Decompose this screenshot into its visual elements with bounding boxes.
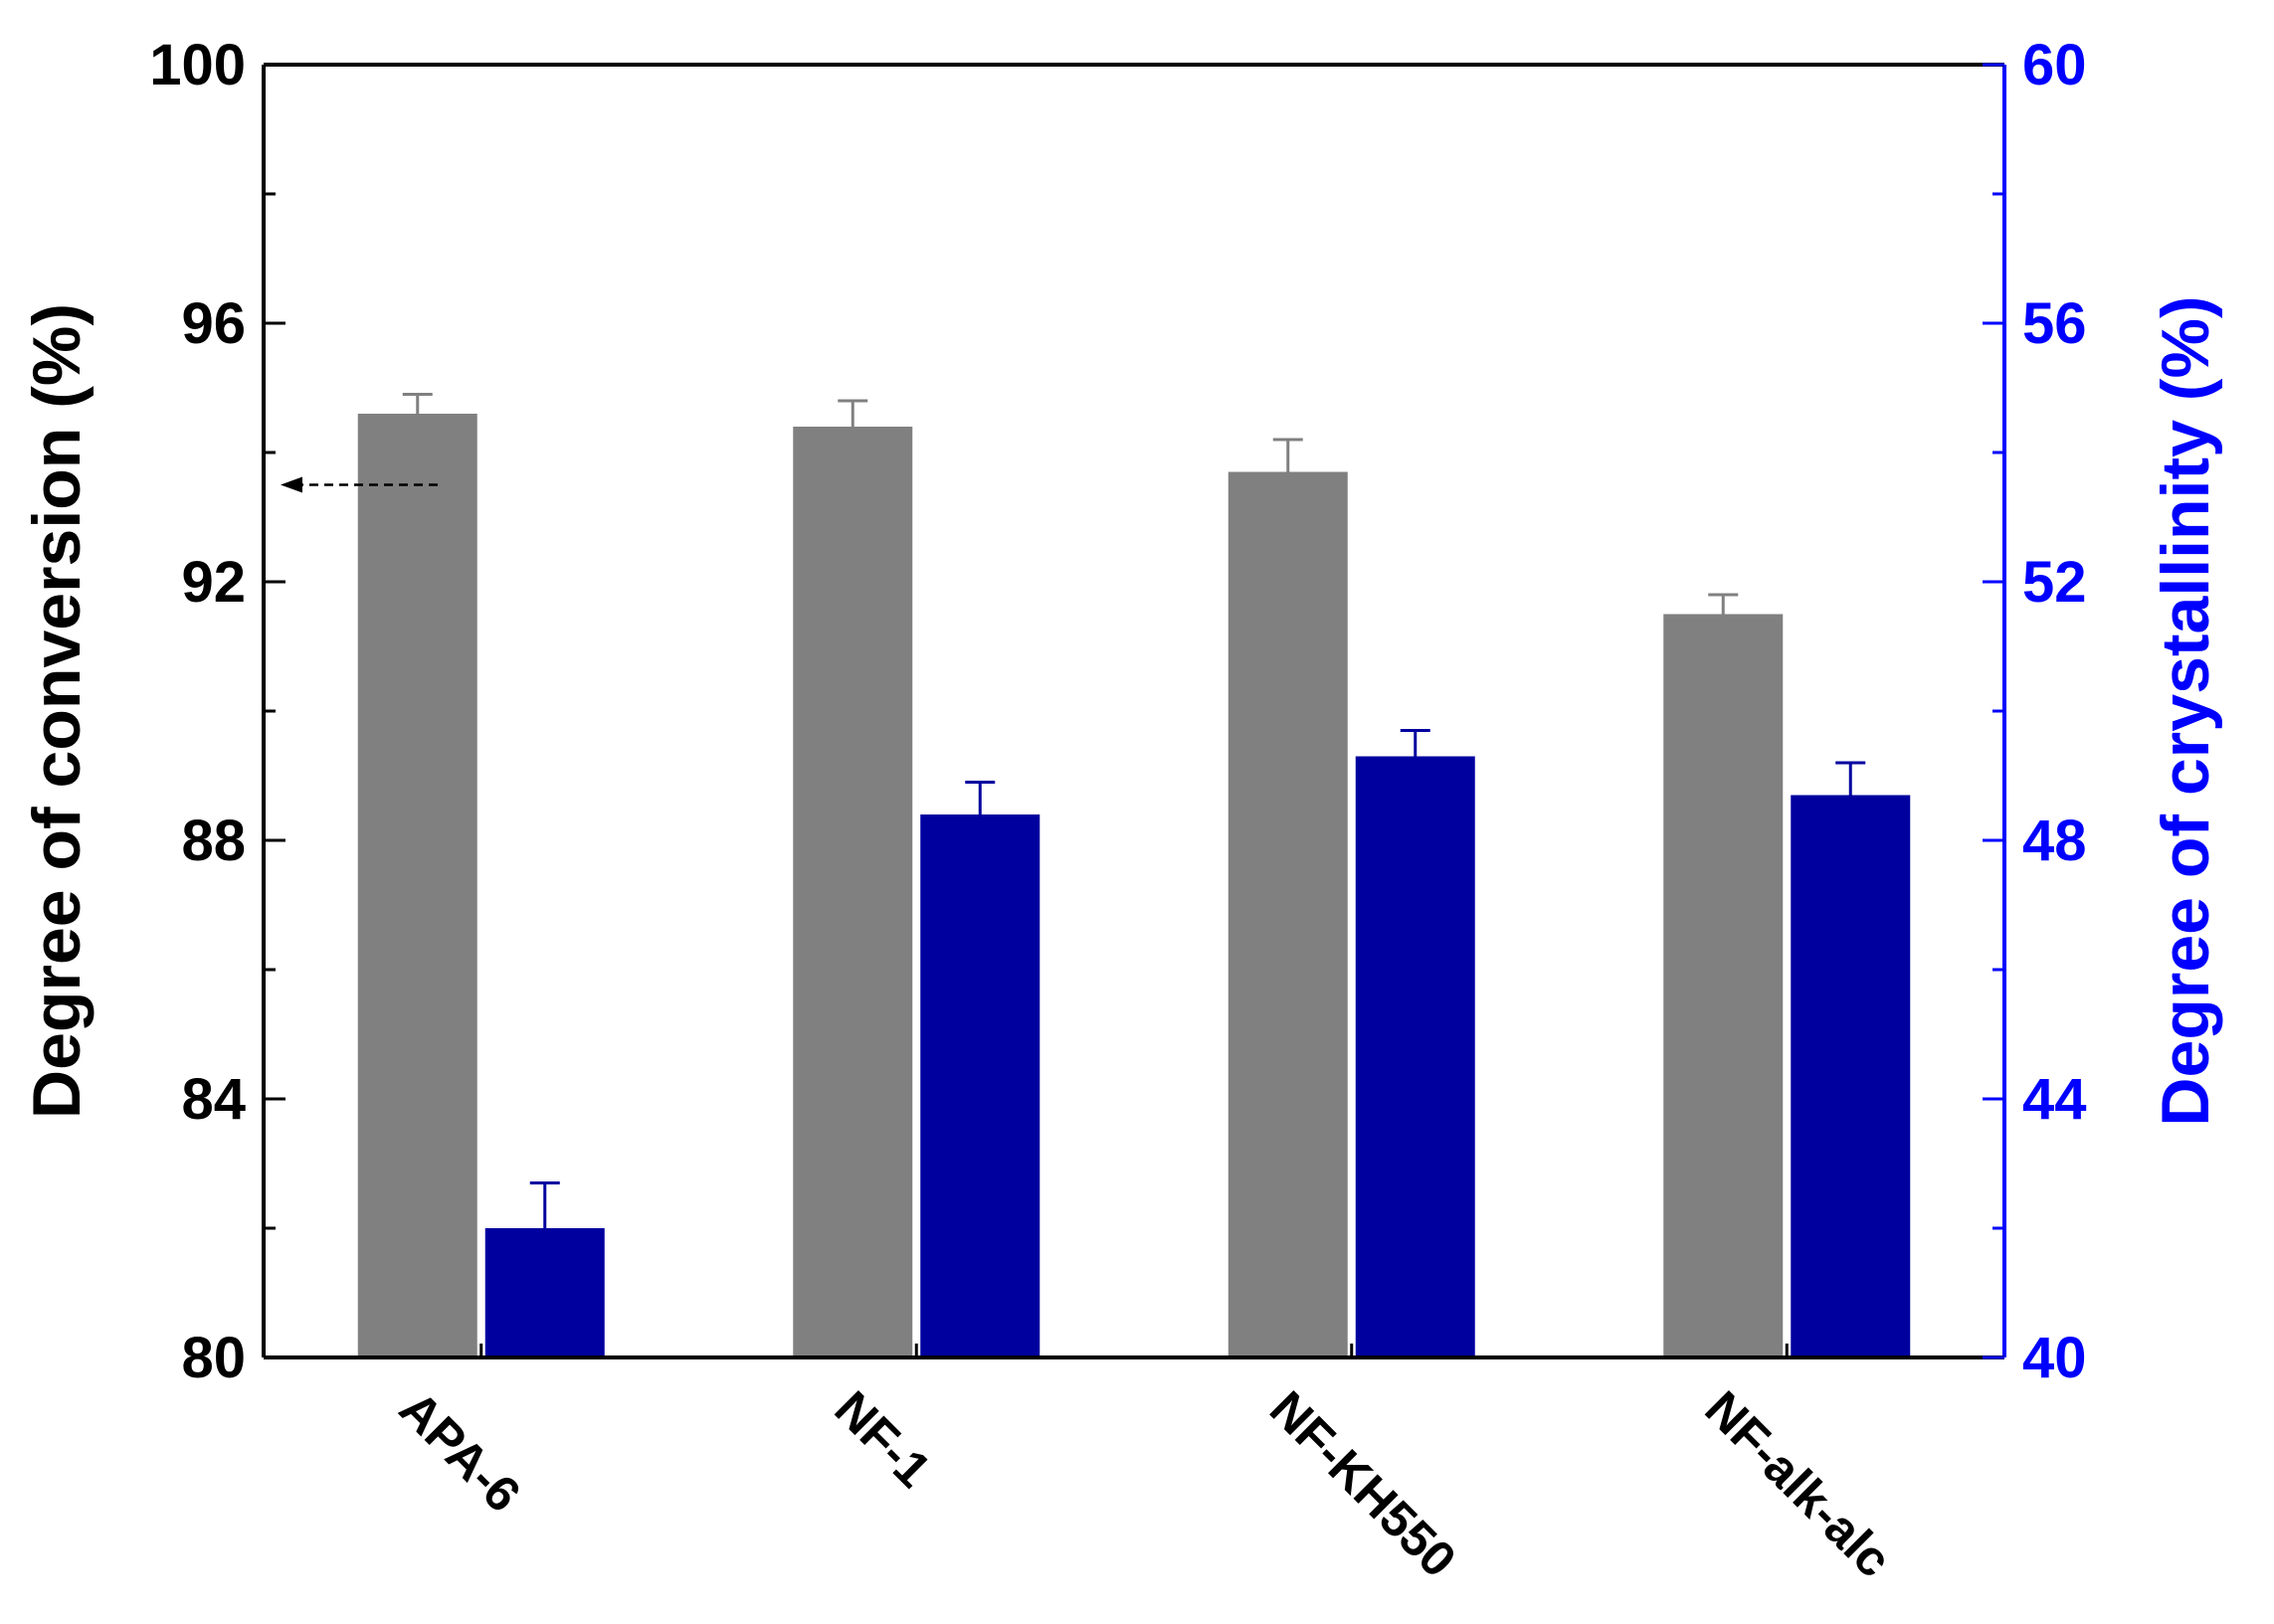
error-bars-layer <box>402 393 1866 1228</box>
labels-layer: APA-6 NF-1 NF-KH550 NF-alk-alc 80 84 88 92 96 100… <box>19 33 2223 1588</box>
bar-conversion-2 <box>793 427 913 1357</box>
bar-conversion-1 <box>357 414 477 1357</box>
bar-crystallinity-2 <box>920 814 1041 1357</box>
error-bar-conversion-2 <box>838 399 868 427</box>
left-tick-label: 92 <box>181 550 246 615</box>
right-tick-label: 44 <box>2022 1067 2087 1132</box>
error-bar-crystallinity-2 <box>965 781 996 814</box>
error-bar-crystallinity-4 <box>1835 761 1866 796</box>
error-bar-conversion-3 <box>1272 438 1303 472</box>
bar-crystallinity-4 <box>1791 795 1911 1357</box>
left-tick-label: 96 <box>181 291 246 356</box>
bar-conversion-3 <box>1228 471 1348 1357</box>
category-label-1: APA-6 <box>389 1380 531 1523</box>
left-tick-label: 80 <box>181 1326 246 1390</box>
right-tick-label: 60 <box>2022 33 2087 97</box>
y-axis-title-left: Degree of conversion (%) <box>19 303 95 1119</box>
right-tick-label: 48 <box>2022 809 2087 873</box>
error-bar-crystallinity-3 <box>1400 729 1430 757</box>
left-tick-label: 84 <box>181 1067 246 1132</box>
right-tick-label: 40 <box>2022 1326 2087 1390</box>
right-tick-label: 56 <box>2022 291 2087 356</box>
left-tick-label: 88 <box>181 809 246 873</box>
error-bar-conversion-4 <box>1708 593 1739 615</box>
y-axis-title-right: Degree of crystallinity (%) <box>2148 295 2223 1126</box>
bar-conversion-4 <box>1663 614 1784 1357</box>
annotation-arrow-head <box>281 476 302 493</box>
left-tick-label: 100 <box>149 33 246 97</box>
bar-crystallinity-3 <box>1355 756 1475 1357</box>
error-bar-crystallinity-1 <box>529 1181 560 1228</box>
category-label-3: NF-KH550 <box>1259 1380 1467 1588</box>
bars-layer <box>357 414 1911 1357</box>
right-tick-label: 52 <box>2022 550 2087 615</box>
bar-crystallinity-1 <box>484 1228 605 1357</box>
annotation-layer <box>281 476 438 493</box>
category-label-4: NF-alk-alc <box>1694 1380 1902 1588</box>
ticks-layer <box>264 63 2004 1359</box>
category-label-2: NF-1 <box>824 1380 941 1498</box>
error-bar-conversion-1 <box>402 393 433 414</box>
